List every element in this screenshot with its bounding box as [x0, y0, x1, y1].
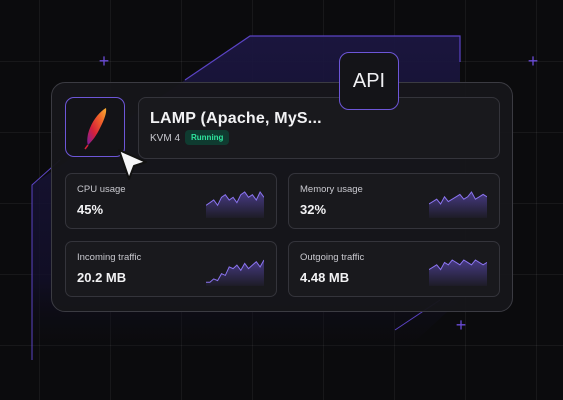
- metric-value: 4.48 MB: [300, 270, 350, 285]
- metric-label: Outgoing traffic: [300, 252, 365, 263]
- metric-value: 20.2 MB: [77, 270, 127, 285]
- metric-card-incoming-traffic[interactable]: Incoming traffic 20.2 MB: [65, 241, 277, 297]
- server-card[interactable]: LAMP (Apache, MyS... KVM 4 Running CPU u…: [51, 82, 513, 312]
- sparkline-area: [206, 260, 264, 286]
- metric-value: 45%: [77, 202, 104, 217]
- sparkline-line: [206, 259, 264, 283]
- metric-label: Incoming traffic: [77, 252, 142, 263]
- sparkline-line: [429, 191, 487, 205]
- sparkline-line: [429, 259, 487, 271]
- metric-card-outgoing-traffic[interactable]: Outgoing traffic 4.48 MB: [288, 241, 500, 297]
- metric-label: Memory usage: [300, 184, 363, 195]
- server-logo[interactable]: [65, 97, 125, 157]
- plus-marker-icon: +: [455, 315, 467, 335]
- sparkline-line: [206, 191, 264, 207]
- server-title: LAMP (Apache, MyS...: [150, 110, 322, 127]
- plus-marker-icon: +: [98, 51, 110, 71]
- metric-card-memory[interactable]: Memory usage 32%: [288, 173, 500, 229]
- apache-feather-icon: [84, 108, 107, 150]
- mouse-pointer-icon: [118, 149, 147, 180]
- server-header[interactable]: LAMP (Apache, MyS... KVM 4 Running: [138, 97, 500, 159]
- api-badge[interactable]: API: [339, 52, 399, 110]
- sparkline-area: [429, 192, 487, 218]
- server-plan: KVM 4: [150, 133, 181, 144]
- plus-marker-icon: +: [527, 51, 539, 71]
- sparkline-chart: [206, 259, 264, 286]
- sparkline-chart: [429, 259, 487, 286]
- metric-card-cpu[interactable]: CPU usage 45%: [65, 173, 277, 229]
- sparkline-area: [206, 192, 264, 218]
- sparkline-chart: [206, 191, 264, 218]
- metric-label: CPU usage: [77, 184, 126, 195]
- sparkline-chart: [429, 191, 487, 218]
- status-badge: Running: [185, 130, 230, 145]
- sparkline-area: [429, 260, 487, 286]
- metric-value: 32%: [300, 202, 327, 217]
